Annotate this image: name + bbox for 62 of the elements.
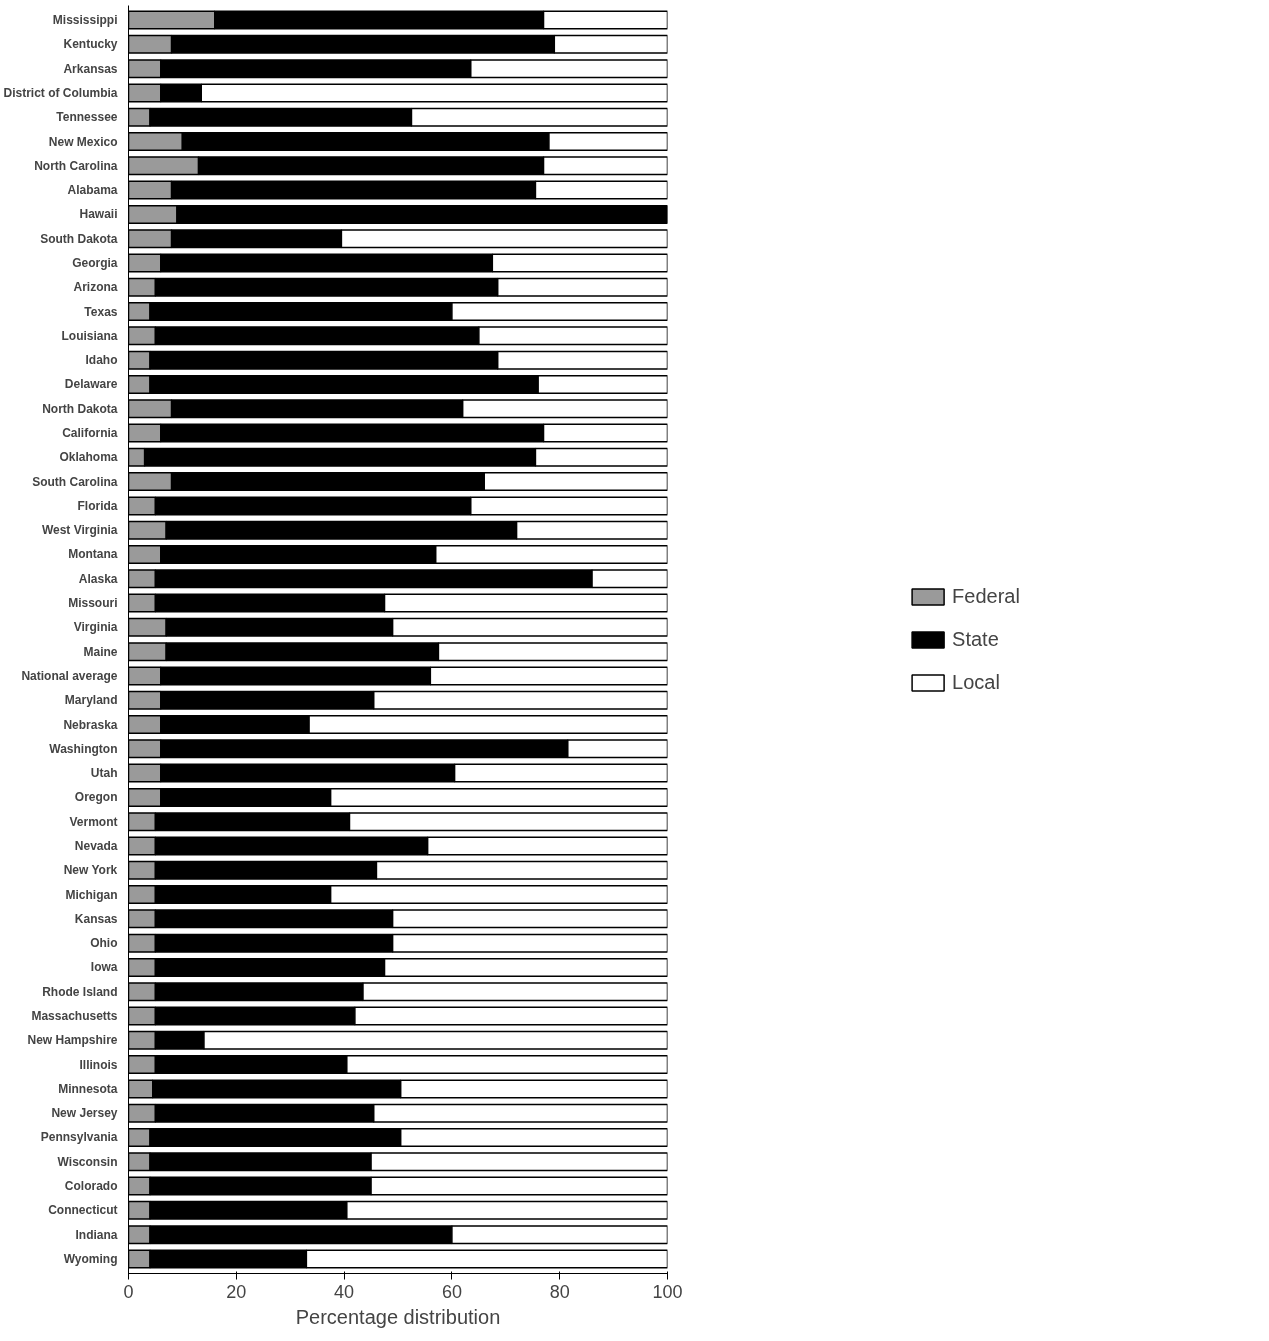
y-tick-label: New Jersey [51,1106,118,1121]
y-tick-label: Pennsylvania [40,1130,118,1145]
y-tick-label: Georgia [72,255,118,270]
y-tick-label: Nevada [74,838,118,853]
legend-label: Federal [952,584,1020,608]
y-tick-label: Indiana [75,1227,118,1242]
y-tick-label: District of Columbia [3,85,118,100]
y-tick-label: Arkansas [63,61,118,76]
y-tick-label: Idaho [85,353,118,368]
y-tick-label: Florida [77,498,118,513]
y-tick-label: Tennessee [56,110,118,125]
x-tick-label: 100 [652,1281,683,1302]
y-tick-label: Kansas [74,911,118,926]
y-tick-label: California [62,426,118,441]
y-tick-label: Wyoming [63,1251,118,1266]
y-tick-label: Arizona [73,280,118,295]
y-tick-label: Massachusetts [31,1009,118,1024]
y-tick-label: West Virginia [41,523,118,538]
y-tick-label: Wisconsin [57,1154,118,1169]
y-tick-label: Hawaii [79,207,118,222]
y-tick-label: New York [63,863,118,878]
y-tick-label: Colorado [64,1179,118,1194]
y-tick-label: Nebraska [63,717,118,732]
x-tick-label: 60 [441,1281,462,1302]
y-tick-label: Illinois [79,1057,118,1072]
y-tick-label: Alabama [67,183,118,198]
y-tick-label: National average [21,668,118,683]
y-tick-label: Oklahoma [59,450,118,465]
x-tick-label: 40 [334,1281,355,1302]
x-tick-label: 20 [226,1281,247,1302]
y-tick-label: Iowa [90,960,118,975]
y-tick-label: North Dakota [42,401,118,416]
y-tick-label: Alaska [78,571,118,586]
legend-label: Local [952,670,1000,694]
y-tick-label: South Carolina [32,474,118,489]
y-tick-label: Delaware [64,377,118,392]
x-axis-title: Percentage distribution [295,1305,501,1328]
y-tick-label: Rhode Island [42,984,118,999]
y-tick-label: Missouri [68,596,118,611]
y-tick-label: Utah [90,766,118,781]
y-tick-label: Ohio [90,936,118,951]
y-tick-label: Minnesota [58,1081,118,1096]
y-tick-label: Maine [83,644,118,659]
y-tick-label: Vermont [69,814,118,829]
y-tick-label: New Hampshire [27,1033,118,1048]
y-tick-label: Connecticut [48,1203,118,1218]
y-tick-label: New Mexico [48,134,118,149]
y-tick-label: Texas [84,304,118,319]
x-tick-label: 0 [123,1281,134,1302]
y-tick-label: Virginia [73,620,118,635]
x-tick-label: 80 [549,1281,570,1302]
legend-label: State [952,627,999,651]
y-tick-label: Washington [49,741,118,756]
y-tick-label: Kentucky [63,37,118,52]
y-tick-label: South Dakota [40,231,118,246]
y-tick-label: Mississippi [52,13,118,28]
y-tick-label: Montana [68,547,118,562]
y-tick-label: Oregon [74,790,118,805]
y-tick-label: North Carolina [34,158,118,173]
y-tick-label: Michigan [65,887,118,902]
y-tick-label: Maryland [64,693,118,708]
y-tick-label: Louisiana [61,328,118,343]
